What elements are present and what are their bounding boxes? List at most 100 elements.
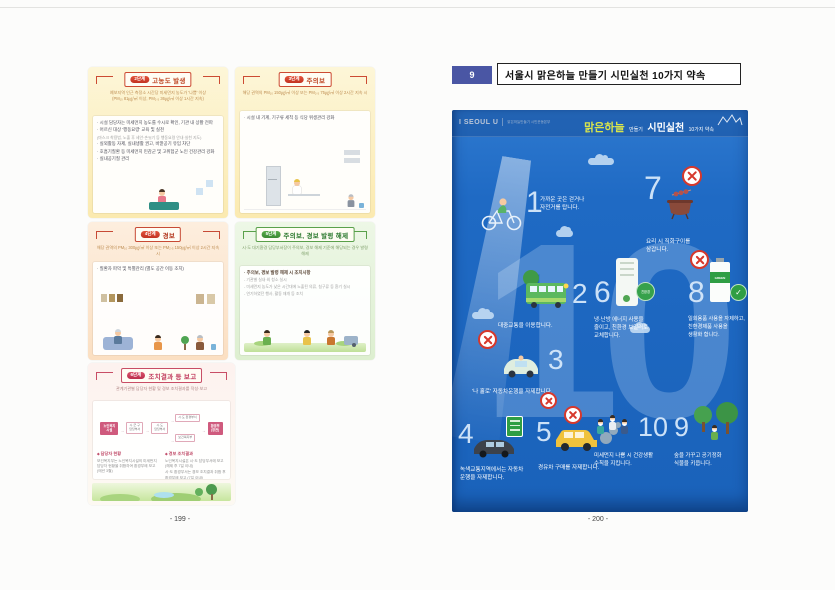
green-label: GREEN [710,272,730,283]
stage-badge: 3단계 [284,75,304,84]
item-number: 6 [594,276,611,309]
flow-arrow [170,409,174,427]
illustration-outdoor [244,318,366,352]
grill-icon [667,189,693,220]
flow-arrow [170,429,174,447]
window-decor [206,180,213,187]
green-detergent-icon: GREEN [710,258,730,302]
card-subtitle: 해당 권역의 PM₁₀ 300㎍/㎥ 이상 또는 PM₂.₅ 150㎍/㎥ 이상… [96,245,220,256]
section-number-box: 9 [452,66,492,84]
item-number: 9 [674,412,690,442]
eco-boiler-icon [616,258,638,306]
card-content: · 시설 담당자는 미세먼지 농도를 수시로 확인, 기관 내 상황 전파 · … [93,116,223,213]
item-caption: '나 홀로' 자동차운행을 자제합니다. [472,389,553,395]
flow-node: 시·군·구 담당부서 [126,421,144,435]
floor-line [244,209,366,210]
black-car-icon [474,440,514,458]
prohibition-icon [682,166,702,186]
bullet-note: (마스크 착용법, 노출 후 세안·손씻기 등 행동요령 안내·실천 지도) [97,134,202,140]
person-figure [195,335,205,350]
shelf-item [101,294,107,302]
bullet: · 실내공기질 관리 [97,156,130,162]
shelf-item [117,294,123,302]
eco-check-icon: ✓ [730,284,747,301]
cart-wheel [352,343,356,347]
poster-title-tail: 10가지 약속 [688,127,714,133]
scan-edge-line [0,7,835,8]
tree-trunk [211,494,213,500]
flow-arrow [120,419,124,437]
section-staff-status: 담당자 현황 보건복지부는 노인복지시설의 미세먼지 담당자 현황을 취합하여 … [97,451,158,479]
person-figure [326,330,336,345]
card-subtitle: 관계기관별 담당자 현황 및 경보 조치결과를 작성·보고 [115,386,208,391]
trees-icon [692,402,744,448]
poster-title: 맑은하늘 만들기 시민실천 10가지 약속 [584,118,714,136]
person-figure [153,335,163,350]
bullet: · 질환자 파악 및 특별관리 (별도 공간 이동 조치) [97,266,184,271]
shelf-item [109,294,115,302]
card-content: · 질환자 파악 및 특별관리 (별도 공간 이동 조치) [93,262,223,355]
cloud-icon [556,226,573,237]
section-line: 보건복지부는 노인복지시설의 미세먼지 담당자 현황을 취합하여 환경부에 보고… [97,458,157,473]
illustration-indoor-seniors [97,294,219,352]
plant-stand [184,344,186,350]
stage-badge: 5단계 [261,230,281,239]
card-stage6-report: 6단계 조치결과 등 보고 관계기관별 담당자 현황 및 경보 조치결과를 작성… [88,363,235,505]
card-title: 고농도 발생 [152,77,186,85]
promise-item-4: 4 녹색교통지역에서는 자동차 운행을 자제합니다. [458,416,550,492]
page-number-left: - 199 - [169,516,191,523]
item-caption: 숲을 가꾸고 공기정화 식물을 키웁니다. [674,453,722,468]
seoul-logo: I SEOUL U [459,118,499,126]
eco-badge: 친환경 [636,282,655,301]
promise-item-10: 10 미세먼지 나쁨 시 건강생활 수칙을 지킵니다. [594,408,688,488]
brand-subtitle: 맑은하늘만들기 시민운동본부 [507,119,551,124]
promise-item-3: 3 '나 홀로' 자동차운행을 자제합니다. [470,346,620,404]
cart [344,336,358,345]
item-number: 5 [536,416,552,447]
section-title: 경보 조치결과 [165,451,226,457]
card-title: 조치결과 등 보고 [148,373,197,381]
illustration-senior-desk [97,180,219,210]
bullet: - 연기하였던 행사, 활동 재개 등 조치 [244,290,303,296]
person-figure [113,329,123,344]
illustration-grass-strip [92,483,231,501]
item-caption: 녹색교통지역에서는 자동차 운행을 자제합니다. [460,467,524,482]
person-figure [292,179,302,194]
shelf [344,150,360,155]
green-zone-sign [506,416,523,437]
tree [206,484,217,495]
shelf [344,158,360,163]
card-title: 주의보, 경보 발령 해제 [283,232,349,240]
card-content: 노인복지 시설 시·군·구 담당부서 시·도 담당부서 시·도 환경부서 보건복… [93,401,230,479]
card-ribbon: 6단계 조치결과 등 보고 [96,368,227,383]
page-number-right: - 200 - [587,516,609,523]
basket [359,203,364,208]
shelf-item [196,294,204,304]
card-stage5-lift: 5단계 주의보, 경보 발령 해제 시·도 대기환경 담당부서장이 주의보, 경… [235,222,375,360]
prohibition-icon [564,406,582,424]
promise-item-6: 6 친환경 냉·난방 에너지 사용을 줄이고, 친환경 보일러로 교체합니다. [594,258,674,358]
stage-badge: 4단계 [140,230,160,239]
pond [154,492,174,498]
promise-item-9: 9 숲을 가꾸고 공기정화 식물을 키웁니다. [674,402,748,488]
illustration-kitchen [244,148,366,210]
item-number: 8 [688,276,705,309]
item-caption: 대중교통을 이용합니다. [498,323,553,329]
cloud-icon [588,154,614,165]
bicycle-icon [481,198,522,231]
poster-title-mid: 만들기 [629,127,643,133]
car-icon [504,355,538,378]
exhaust-smoke-icon [600,422,624,448]
item-caption: 가까운 곳은 걷거나 자전거를 탑니다. [540,197,585,212]
cloud-icon [472,308,494,319]
mountains-icon [717,114,743,126]
flow-node: 환경부 (장관) [207,421,223,435]
stage-badge: 2단계 [130,75,150,84]
item-caption: 요리 시 직화구이를 삼갑니다. [646,239,691,254]
counter [288,194,320,196]
card-stage2-high-concentration: 2단계 고농도 발생 예보지역 인근 측정소 시간당 미세먼지 농도가 '나쁨'… [88,67,228,218]
fridge-handle [268,179,277,180]
hill [151,493,201,501]
hill [100,494,140,501]
card-stage3-advisory: 3단계 주의보 해당 권역의 PM₁₀ 150㎍/㎥ 이상 또는 PM₂.₅ 7… [235,67,375,218]
